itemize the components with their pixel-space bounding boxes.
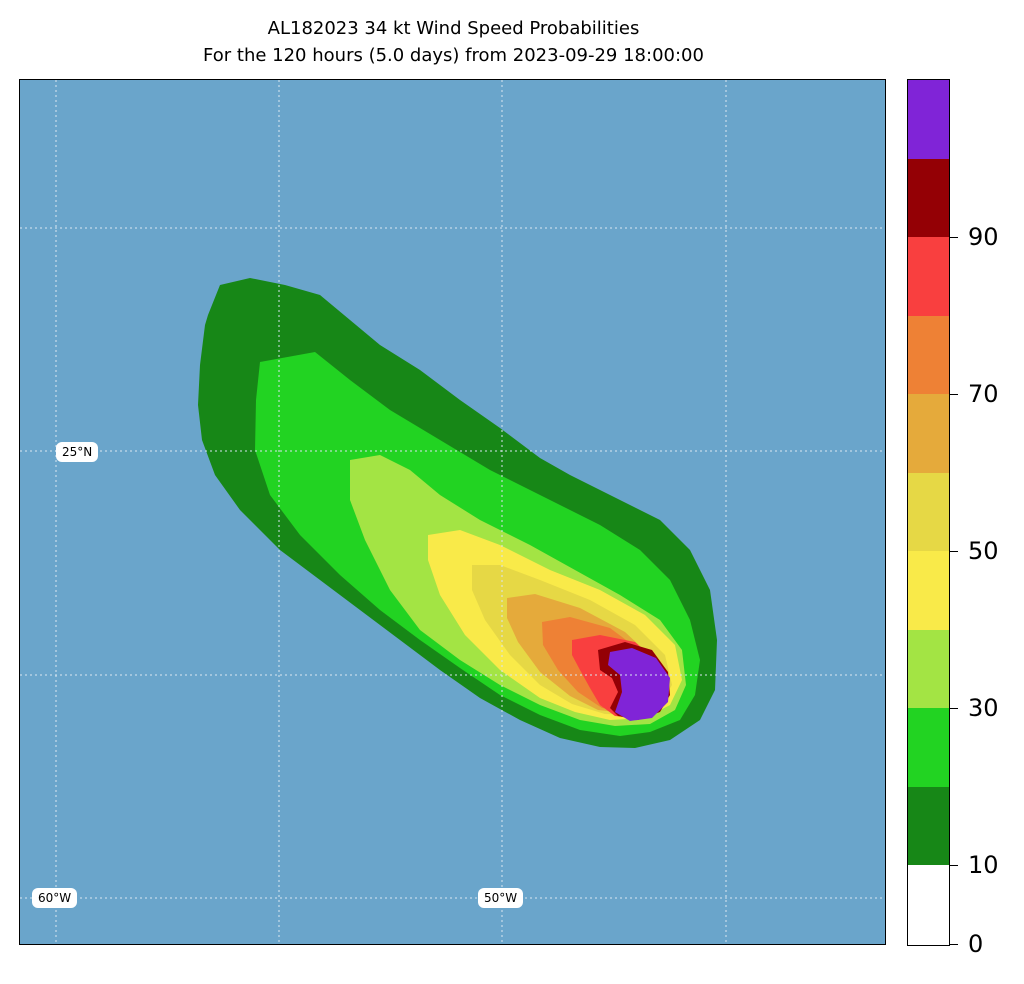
colorbar-tick-label: 50: [968, 537, 999, 566]
colorbar-tick-label: 30: [968, 694, 999, 723]
swath-100: [608, 648, 670, 721]
colorbar-tick: [950, 237, 958, 239]
lon-label-60w: 60°W: [32, 888, 78, 908]
colorbar-segment: [908, 158, 949, 238]
map-subtitle: For the 120 hours (5.0 days) from 2023-0…: [203, 45, 704, 66]
colorbar-segment: [908, 629, 949, 709]
colorbar-segment: [908, 865, 949, 944]
colorbar-tick-label: 10: [968, 851, 999, 880]
probability-colorbar: [907, 79, 950, 946]
colorbar-tick: [950, 865, 958, 867]
colorbar-tick-label: 0: [968, 930, 984, 958]
colorbar-segment: [908, 472, 949, 552]
colorbar-segment: [908, 786, 949, 866]
colorbar-tick: [950, 394, 958, 396]
colorbar-segment: [908, 551, 949, 630]
lat-label-25n: 25°N: [56, 442, 99, 462]
colorbar-tick-label: 90: [968, 223, 999, 252]
map-canvas: [20, 80, 885, 944]
colorbar-segment: [908, 315, 949, 395]
colorbar-segment: [908, 237, 949, 316]
colorbar-segment: [908, 394, 949, 473]
probability-map: 25°N 60°W 50°W: [19, 79, 886, 945]
map-title: AL182023 34 kt Wind Speed Probabilities: [267, 18, 640, 39]
colorbar-tick: [950, 708, 958, 710]
colorbar-tick: [950, 551, 958, 553]
lon-label-50w: 50°W: [478, 888, 524, 908]
colorbar-tick: [950, 944, 958, 945]
colorbar-segment: [908, 708, 949, 787]
colorbar-tick-label: 70: [968, 380, 999, 409]
colorbar-segment: [908, 80, 949, 159]
graticule: [20, 80, 885, 944]
